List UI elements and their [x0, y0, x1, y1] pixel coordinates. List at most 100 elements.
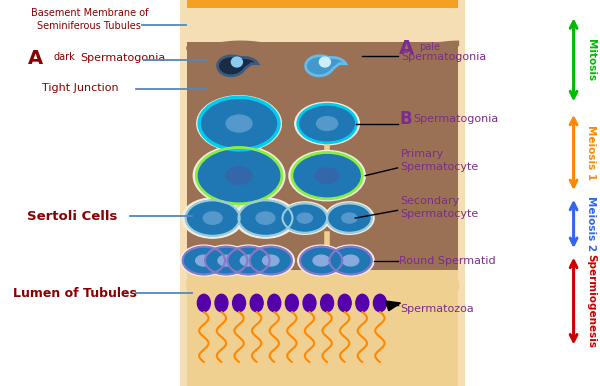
Ellipse shape — [338, 294, 351, 312]
Circle shape — [185, 200, 239, 236]
Circle shape — [329, 247, 372, 274]
Text: Primary
Spermatocyte: Primary Spermatocyte — [400, 149, 479, 172]
Circle shape — [280, 202, 329, 234]
Circle shape — [196, 147, 282, 204]
Circle shape — [183, 247, 225, 274]
Text: Round Spermatid: Round Spermatid — [399, 256, 496, 266]
Circle shape — [240, 255, 257, 266]
Circle shape — [227, 247, 269, 274]
Circle shape — [203, 245, 250, 276]
FancyBboxPatch shape — [458, 0, 465, 386]
Text: Mitosis: Mitosis — [586, 39, 596, 81]
Text: Spermatogonia: Spermatogonia — [401, 52, 487, 62]
Polygon shape — [218, 56, 258, 76]
Circle shape — [181, 245, 227, 276]
Ellipse shape — [286, 294, 298, 312]
Circle shape — [263, 255, 279, 266]
Polygon shape — [305, 56, 346, 76]
Circle shape — [196, 147, 282, 204]
Circle shape — [238, 200, 292, 236]
Circle shape — [283, 203, 327, 233]
Circle shape — [297, 213, 313, 223]
FancyBboxPatch shape — [186, 270, 459, 386]
Circle shape — [298, 104, 356, 143]
Circle shape — [295, 102, 359, 145]
Circle shape — [225, 245, 272, 276]
Text: Secondary
Spermatocyte: Secondary Spermatocyte — [400, 196, 479, 219]
Text: Sertoli Cells: Sertoli Cells — [26, 210, 117, 223]
Circle shape — [183, 247, 225, 274]
FancyBboxPatch shape — [181, 0, 465, 386]
Circle shape — [329, 247, 372, 274]
Ellipse shape — [250, 294, 263, 312]
Circle shape — [342, 213, 357, 223]
Text: B: B — [399, 110, 412, 128]
Circle shape — [292, 152, 362, 199]
Circle shape — [235, 198, 296, 238]
Circle shape — [256, 212, 275, 224]
Circle shape — [196, 255, 212, 266]
Text: Meiosis 2: Meiosis 2 — [586, 196, 596, 251]
Circle shape — [313, 255, 329, 266]
Ellipse shape — [303, 294, 316, 312]
Circle shape — [250, 247, 292, 274]
Circle shape — [325, 202, 374, 234]
Text: Basement Membrane of
Seminiferous Tubules: Basement Membrane of Seminiferous Tubule… — [31, 8, 148, 31]
Circle shape — [298, 104, 356, 143]
FancyBboxPatch shape — [186, 8, 459, 46]
Ellipse shape — [373, 294, 386, 312]
Circle shape — [199, 97, 279, 150]
Circle shape — [343, 255, 359, 266]
Text: dark: dark — [53, 52, 75, 62]
Polygon shape — [186, 41, 459, 60]
Circle shape — [316, 168, 339, 183]
Circle shape — [205, 247, 247, 274]
Circle shape — [205, 247, 247, 274]
Circle shape — [289, 151, 365, 201]
Circle shape — [300, 247, 343, 274]
Circle shape — [199, 97, 279, 150]
Circle shape — [226, 115, 252, 132]
Text: pale: pale — [419, 42, 440, 52]
Circle shape — [292, 152, 362, 199]
Circle shape — [327, 203, 372, 233]
Text: Tight Junction: Tight Junction — [42, 83, 119, 93]
Ellipse shape — [215, 294, 228, 312]
Ellipse shape — [232, 57, 242, 67]
Circle shape — [283, 203, 327, 233]
Ellipse shape — [233, 294, 245, 312]
Circle shape — [218, 255, 235, 266]
Circle shape — [317, 117, 338, 130]
Circle shape — [327, 245, 374, 276]
Circle shape — [247, 245, 294, 276]
Circle shape — [327, 203, 372, 233]
Circle shape — [203, 212, 222, 224]
Circle shape — [250, 247, 292, 274]
Circle shape — [227, 247, 269, 274]
Circle shape — [238, 200, 292, 236]
Circle shape — [298, 245, 345, 276]
Ellipse shape — [320, 294, 334, 312]
Polygon shape — [186, 270, 459, 293]
Text: Lumen of Tubules: Lumen of Tubules — [13, 287, 137, 300]
Ellipse shape — [319, 57, 331, 67]
Circle shape — [300, 247, 343, 274]
Text: Meiosis 1: Meiosis 1 — [586, 125, 596, 180]
Ellipse shape — [268, 294, 281, 312]
Ellipse shape — [356, 294, 369, 312]
Circle shape — [197, 96, 281, 151]
Text: A: A — [399, 39, 415, 58]
FancyBboxPatch shape — [181, 0, 187, 386]
Ellipse shape — [197, 294, 211, 312]
Text: Spermatozoa: Spermatozoa — [400, 304, 474, 314]
Circle shape — [193, 146, 285, 206]
Text: Spermiogenesis: Spermiogenesis — [586, 254, 596, 348]
Circle shape — [226, 167, 252, 184]
Polygon shape — [386, 301, 400, 311]
Text: Spermatogonia: Spermatogonia — [80, 53, 166, 63]
FancyBboxPatch shape — [186, 42, 459, 290]
Circle shape — [182, 198, 243, 238]
Circle shape — [185, 200, 239, 236]
Text: Spermatogonia: Spermatogonia — [413, 114, 499, 124]
Text: A: A — [28, 49, 43, 68]
